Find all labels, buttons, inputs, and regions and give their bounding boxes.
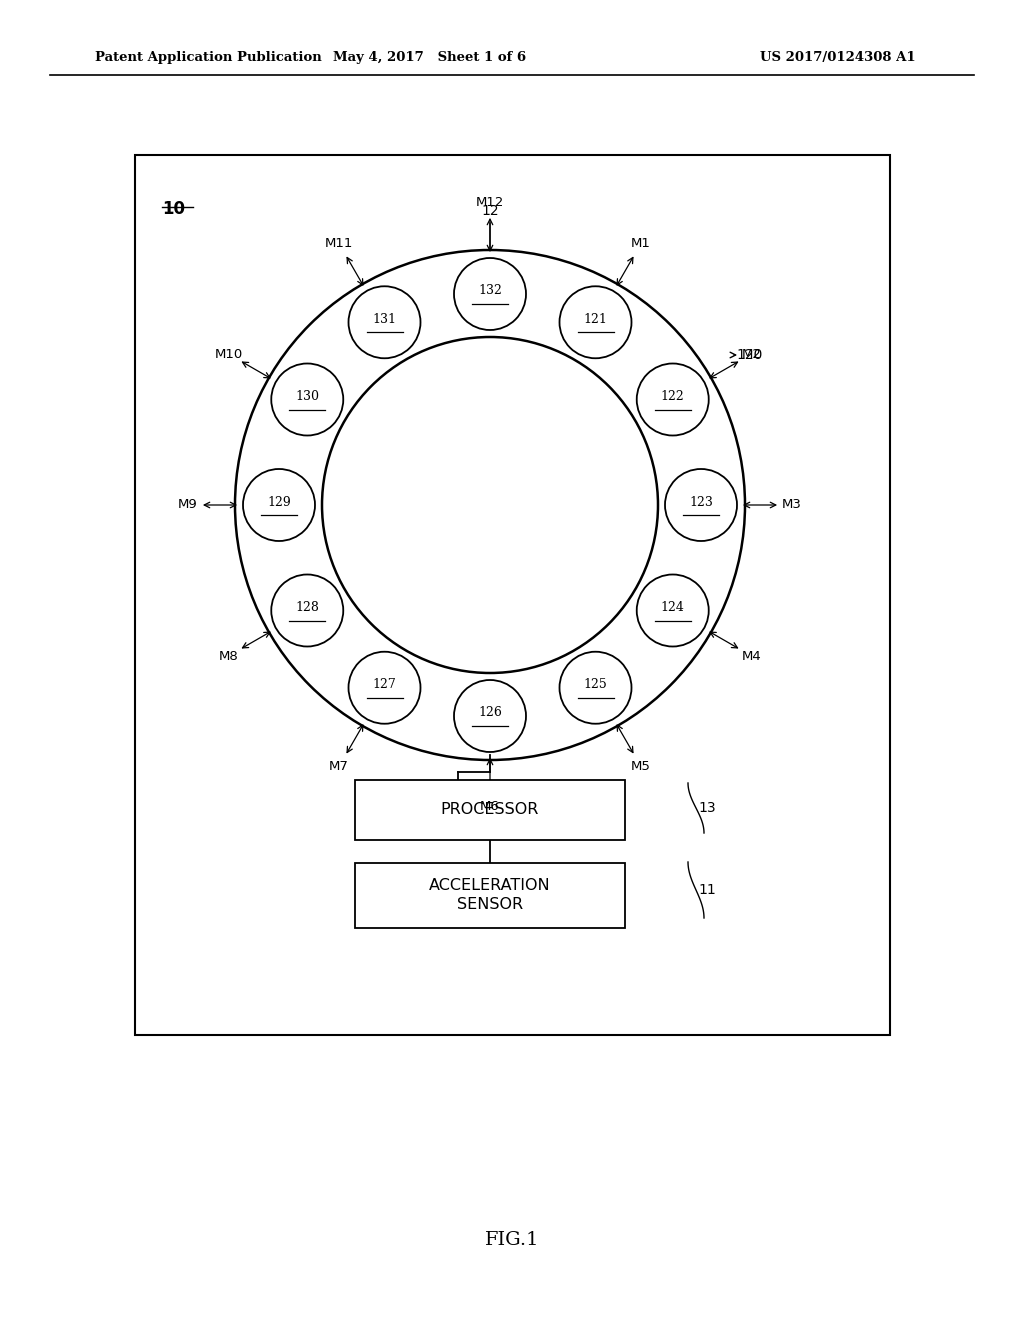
Circle shape	[637, 363, 709, 436]
Text: M9: M9	[178, 499, 198, 511]
Text: M10: M10	[214, 347, 243, 360]
Circle shape	[348, 286, 421, 358]
Text: 130: 130	[295, 389, 319, 403]
Text: US 2017/0124308 A1: US 2017/0124308 A1	[760, 51, 915, 65]
Text: 120: 120	[736, 348, 763, 362]
Text: 131: 131	[373, 313, 396, 326]
Circle shape	[271, 574, 343, 647]
Text: 123: 123	[689, 495, 713, 508]
Circle shape	[559, 652, 632, 723]
Circle shape	[454, 680, 526, 752]
Text: 12: 12	[481, 205, 499, 218]
Text: 125: 125	[584, 678, 607, 692]
Circle shape	[243, 469, 315, 541]
Text: M12: M12	[476, 197, 504, 210]
Text: 127: 127	[373, 678, 396, 692]
Text: M3: M3	[782, 499, 802, 511]
Text: M11: M11	[325, 238, 353, 249]
Text: M8: M8	[218, 649, 239, 663]
Text: M5: M5	[631, 760, 651, 774]
Text: 129: 129	[267, 495, 291, 508]
Text: M7: M7	[329, 760, 349, 774]
Text: M4: M4	[741, 649, 762, 663]
Circle shape	[637, 574, 709, 647]
Circle shape	[665, 469, 737, 541]
Text: Patent Application Publication: Patent Application Publication	[95, 51, 322, 65]
Text: 122: 122	[660, 389, 685, 403]
Text: 11: 11	[698, 883, 716, 898]
Text: 132: 132	[478, 285, 502, 297]
Text: PROCESSOR: PROCESSOR	[440, 803, 540, 817]
Text: FIG.1: FIG.1	[484, 1232, 540, 1249]
Text: M1: M1	[631, 238, 651, 249]
Circle shape	[271, 363, 343, 436]
Bar	[355, 780, 625, 840]
Text: 126: 126	[478, 706, 502, 719]
Text: 10: 10	[162, 201, 185, 218]
Text: 128: 128	[295, 601, 319, 614]
Circle shape	[454, 257, 526, 330]
Circle shape	[348, 652, 421, 723]
Bar	[355, 862, 625, 928]
Circle shape	[559, 286, 632, 358]
Text: May 4, 2017   Sheet 1 of 6: May 4, 2017 Sheet 1 of 6	[334, 51, 526, 65]
Bar	[135, 154, 890, 1035]
Text: 121: 121	[584, 313, 607, 326]
Text: 13: 13	[698, 801, 716, 814]
Text: 124: 124	[660, 601, 685, 614]
Text: M2: M2	[741, 347, 762, 360]
Text: ACCELERATION
SENSOR: ACCELERATION SENSOR	[429, 878, 551, 912]
Text: M6: M6	[480, 800, 500, 813]
